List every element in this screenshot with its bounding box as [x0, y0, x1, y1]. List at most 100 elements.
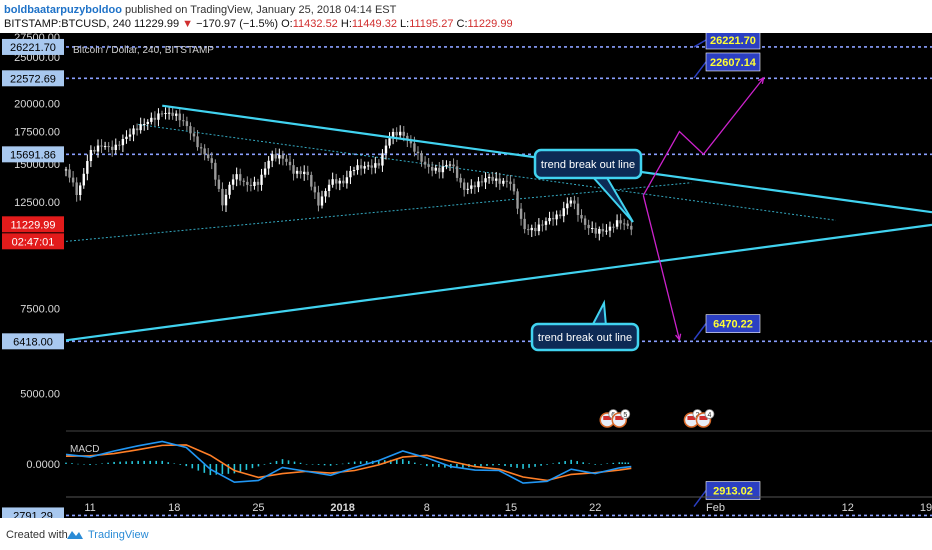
macd-histogram-bar	[606, 463, 609, 464]
candle-body	[349, 170, 352, 178]
candle-body	[121, 139, 125, 146]
candle-body	[413, 143, 416, 152]
projection-path[interactable]	[642, 76, 765, 342]
target-label-bg[interactable]	[705, 314, 761, 333]
low-label: L:	[400, 18, 410, 30]
macd-histogram-bar	[600, 464, 603, 465]
candle-body	[502, 180, 505, 184]
candle-body	[256, 181, 260, 185]
candle-body	[509, 181, 512, 184]
candle-body	[167, 112, 171, 114]
macd-histogram-bar	[197, 464, 200, 471]
candle-body	[342, 180, 345, 184]
macd-histogram-bar	[125, 461, 127, 464]
price-tick-label: 5000.00	[20, 389, 60, 401]
candle-body	[459, 177, 462, 183]
macd-histogram-bar	[251, 464, 254, 469]
macd-histogram-bar	[215, 464, 218, 475]
candle-body	[558, 214, 562, 217]
horizontal-levels[interactable]	[66, 46, 932, 517]
target-label-bg[interactable]	[705, 481, 761, 500]
macd-histogram-bar	[462, 464, 464, 468]
candle-body	[381, 153, 384, 166]
trendline-lower[interactable]	[65, 223, 932, 342]
candle-body	[79, 185, 82, 195]
price-axis-labels: 26221.70 22572.69 15691.86 6418.00 2791.29 11…	[2, 38, 64, 518]
target-labels[interactable]: 26221.70 22607.14 6470.22 2913.02	[693, 33, 761, 507]
event-flag-stripe	[603, 416, 612, 420]
guide-line[interactable]	[138, 123, 836, 221]
candle-body	[157, 113, 160, 120]
callouts[interactable]: trend break out line trend break out line	[530, 148, 643, 352]
guide-line[interactable]	[65, 182, 692, 242]
candle-body	[512, 183, 516, 192]
macd-histogram-bar	[269, 462, 272, 464]
candle-body	[324, 191, 327, 197]
candle-body	[221, 188, 224, 206]
candle-body	[335, 179, 338, 184]
price-tick-label: 27500.00	[14, 33, 60, 44]
macd-histogram-bar	[621, 462, 624, 464]
candle-body	[278, 155, 281, 159]
macd-histogram-bar	[191, 464, 194, 469]
callout-box[interactable]	[530, 322, 640, 352]
candle-body	[171, 112, 174, 116]
time-axis[interactable]: 11 18 25 2018 8 15 22 Feb 12 19	[66, 496, 932, 514]
target-pointer	[693, 39, 707, 48]
event-count: 5	[623, 412, 627, 419]
macd-histogram-bar	[540, 464, 542, 466]
macd-histogram-bar	[275, 460, 278, 464]
macd-line[interactable]	[65, 440, 632, 484]
projection-up-path[interactable]	[642, 77, 765, 196]
callout-box[interactable]	[533, 148, 643, 180]
candle-body	[128, 134, 132, 137]
guide-lines[interactable]	[65, 123, 836, 242]
time-tick-label: 19	[920, 502, 932, 514]
candle-body	[260, 174, 263, 185]
candle-body	[452, 164, 455, 167]
published-text: published on TradingView, January 25, 20…	[125, 4, 397, 16]
macd-histogram-bar	[119, 461, 121, 464]
candle-body	[541, 224, 544, 226]
projection-down-path[interactable]	[642, 195, 681, 340]
candle-body	[370, 165, 373, 168]
candle-body	[622, 223, 626, 225]
macd-pane[interactable]: 0.0000	[26, 430, 932, 484]
level-axis-label-bg	[2, 70, 64, 87]
candle-body	[630, 225, 633, 230]
macd-histogram-bar	[131, 461, 133, 464]
tradingview-link[interactable]: TradingView	[88, 529, 149, 541]
candle-body	[487, 176, 491, 179]
open-label: O:	[281, 18, 293, 30]
macd-histogram-bar	[492, 464, 494, 466]
candle-body	[288, 161, 292, 166]
candle-body	[416, 151, 420, 154]
candle-body	[214, 162, 217, 180]
macd-histogram-bar	[365, 461, 368, 464]
macd-histogram-bar	[389, 459, 392, 464]
target-label-bg[interactable]	[705, 52, 761, 72]
target-label-bg[interactable]	[705, 33, 761, 50]
event-markers[interactable]: 6524	[599, 409, 715, 428]
candle-body	[615, 220, 619, 227]
macd-histogram-bar	[305, 464, 308, 465]
candle-body	[612, 226, 615, 228]
candle-body	[569, 200, 573, 204]
author-link[interactable]: boldbaatarpuzyboldoo	[4, 4, 122, 16]
chart-title: Bitcoin / Dollar, 240, BITSTAMP	[73, 45, 214, 56]
close-label: C:	[456, 18, 468, 30]
candle-body	[111, 146, 114, 151]
macd-histogram-bar	[522, 464, 524, 469]
candle-body	[374, 163, 377, 168]
tradingview-logo-icon[interactable]	[66, 527, 84, 541]
candle-body	[619, 220, 622, 224]
candle-body	[299, 170, 302, 175]
candle-body	[352, 170, 356, 172]
candle-body	[317, 192, 320, 206]
macd-histogram-bar	[95, 464, 97, 465]
candle-body	[345, 177, 349, 184]
candle-body	[178, 113, 181, 121]
price-chart[interactable]: 5000.007500.0012500.0015000.0017500.0020…	[0, 33, 932, 518]
candle-body	[423, 161, 427, 165]
candle-body	[519, 208, 523, 219]
